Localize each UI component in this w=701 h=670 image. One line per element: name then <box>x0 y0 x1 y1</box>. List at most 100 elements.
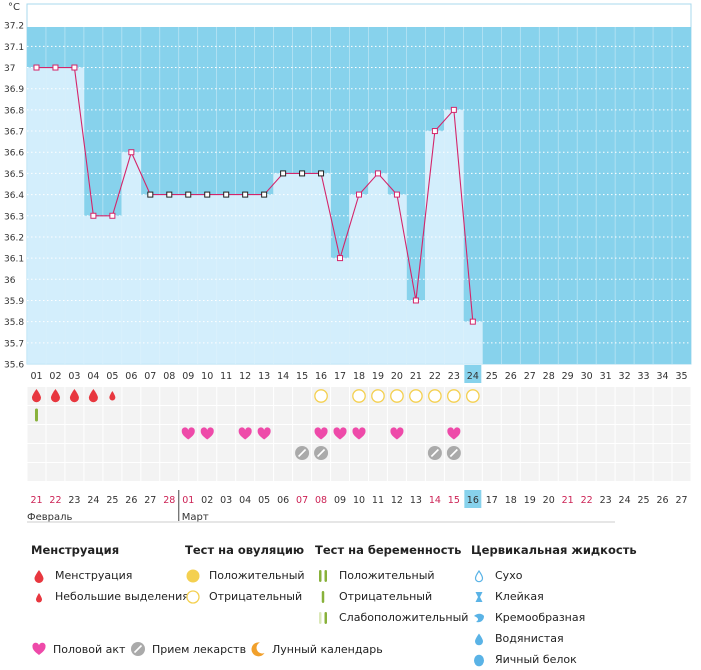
y-tick-label: 37.1 <box>4 43 24 53</box>
symbol-cell <box>444 463 463 481</box>
temp-point-day-13 <box>261 191 268 198</box>
medication-mark-stripe <box>430 448 439 458</box>
y-tick-label: 36.9 <box>4 85 24 95</box>
symbol-cell <box>596 425 615 443</box>
cycle-day-label: 14 <box>277 371 289 382</box>
legend-pregnancy-negative-label: Отрицательный <box>339 590 433 603</box>
temp-point-day-10 <box>204 191 211 198</box>
legend-cervical-creamy-label: Кремообразная <box>495 611 586 624</box>
symbol-cell <box>122 425 141 443</box>
calendar-date-label: 25 <box>106 495 118 506</box>
y-tick-label: 35.7 <box>4 339 24 349</box>
symbol-cell <box>615 425 634 443</box>
calendar-date-label: 21 <box>30 495 42 506</box>
symbol-cell <box>103 425 122 443</box>
intercourse-heart <box>352 427 366 440</box>
calendar-date-label: 03 <box>220 495 232 506</box>
cycle-day-label: 13 <box>258 371 270 382</box>
symbol-cell <box>501 444 520 462</box>
symbol-cell <box>615 387 634 405</box>
temp-point-day-23 <box>450 106 457 113</box>
legend-medication: Прием лекарств <box>130 641 246 657</box>
symbol-cell <box>672 444 691 462</box>
y-tick-label: 36.2 <box>4 233 24 243</box>
y-tick-label: 35.9 <box>4 297 24 307</box>
y-tick-label: 35.8 <box>4 318 24 328</box>
symbol-cell <box>255 406 274 424</box>
cycle-day-label: 27 <box>524 371 536 382</box>
calendar-date-label: 02 <box>201 495 213 506</box>
temp-point-day-11 <box>223 191 230 198</box>
legend-pregnancy-weak: Слабоположительный <box>315 607 468 628</box>
cycle-day-label: 11 <box>220 371 232 382</box>
symbol-cell <box>160 406 179 424</box>
temp-point-day-19 <box>374 170 381 177</box>
temp-bar-day-04 <box>83 215 104 365</box>
symbol-cell <box>27 463 46 481</box>
calendar-date-label: 09 <box>334 495 346 506</box>
symbol-cell <box>672 406 691 424</box>
symbol-cell <box>672 387 691 405</box>
legend-cervical-watery: Водянистая <box>471 628 637 649</box>
cycle-day-label: 20 <box>391 371 403 382</box>
symbol-cell <box>387 406 406 424</box>
temperature-line <box>36 66 474 322</box>
month-label: Март <box>182 512 209 523</box>
symbol-cell <box>425 406 444 424</box>
symbol-cell <box>198 406 217 424</box>
symbol-cell <box>236 463 255 481</box>
symbol-cell <box>84 444 103 462</box>
current-day-highlight <box>464 365 482 383</box>
symbol-cell <box>634 406 653 424</box>
legend-intercourse: Половой акт <box>31 641 125 657</box>
legend-cervical: Цервикальная жидкость Сухо Клейкая Кремо… <box>471 543 637 670</box>
creamy-icon <box>474 613 484 622</box>
symbol-cell <box>160 444 179 462</box>
symbol-cell <box>255 387 274 405</box>
symbol-cell <box>596 444 615 462</box>
symbol-cell <box>103 463 122 481</box>
legend-cervical-dry-label: Сухо <box>495 569 523 582</box>
symbol-cell <box>577 406 596 424</box>
symbol-cell <box>84 406 103 424</box>
calendar-date-label: 07 <box>296 495 308 506</box>
intercourse-heart <box>238 427 252 440</box>
symbol-cell <box>520 425 539 443</box>
unit-label: °C <box>8 2 20 13</box>
symbol-cell <box>406 463 425 481</box>
symbol-cell <box>387 444 406 462</box>
symbol-cell <box>539 463 558 481</box>
symbol-cell <box>141 425 160 443</box>
symbol-cell <box>350 406 368 424</box>
legend-menstruation-full: Менструация <box>31 565 189 586</box>
calendar-date-label: 08 <box>315 495 327 506</box>
legend-lunar: Лунный календарь <box>250 641 383 657</box>
symbol-cell <box>368 425 387 443</box>
symbol-cell <box>368 444 387 462</box>
symbol-cell <box>615 463 634 481</box>
symbol-cell <box>255 463 274 481</box>
cycle-day-label: 07 <box>144 371 156 382</box>
symbol-cell <box>103 406 122 424</box>
symbol-cell <box>65 463 84 481</box>
temp-point-day-14 <box>280 170 287 177</box>
symbol-cell <box>236 387 255 405</box>
temp-bar-day-21 <box>406 300 426 365</box>
symbol-cell <box>482 463 501 481</box>
calendar-date-label: 26 <box>125 495 137 506</box>
symbol-cell <box>160 425 179 443</box>
bbt-chart: 37.2 37.1 37 36.9 36.8 36.7 36.6 36.5 36.4 36.3 36… <box>4 2 692 523</box>
legend-cervical-dry: Сухо <box>471 565 637 586</box>
symbol-cell <box>274 425 293 443</box>
cycle-day-label: 18 <box>353 371 365 382</box>
legend-pregnancy-positive-label: Положительный <box>339 569 435 582</box>
symbol-cell <box>27 444 46 462</box>
cycle-day-label: 35 <box>675 371 687 382</box>
symbol-cell <box>179 444 198 462</box>
temp-point-day-24 <box>469 318 476 325</box>
symbol-cell <box>482 444 501 462</box>
symbol-cell <box>46 444 65 462</box>
calendar-date-label: 19 <box>524 495 536 506</box>
calendar-date-label: 28 <box>163 495 175 506</box>
calendar-date-label: 17 <box>486 495 498 506</box>
